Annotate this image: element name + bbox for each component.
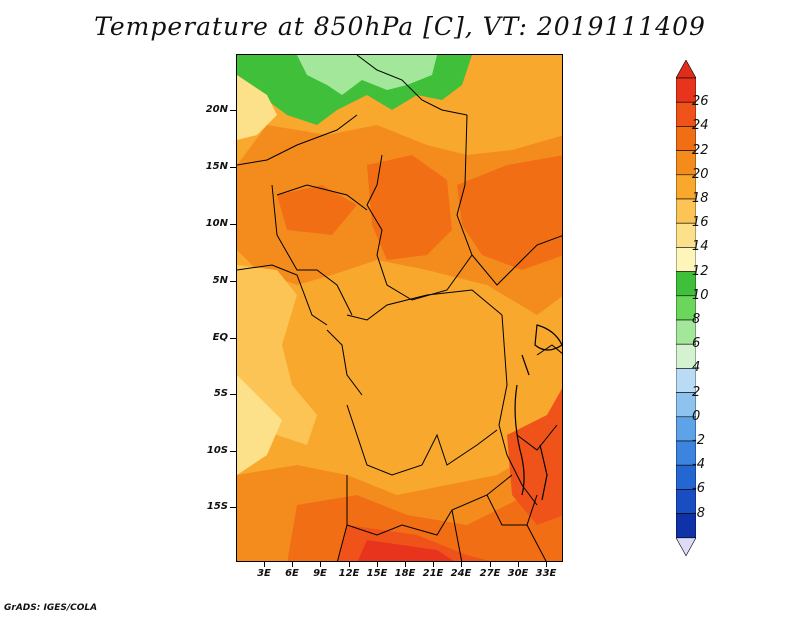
colorbar-label: 24: [692, 118, 709, 134]
lat-label: 5N: [212, 275, 228, 286]
colorbar-label: -4: [692, 457, 705, 473]
lon-label: 15E: [366, 568, 388, 579]
hot-region-mozambique: [507, 388, 562, 525]
colorbar-label: 14: [692, 239, 709, 255]
colorbar-label: 10: [692, 287, 709, 303]
lon-label: 18E: [394, 568, 416, 579]
lon-tick: [349, 562, 350, 567]
lon-label: 12E: [338, 568, 360, 579]
colorbar-label: 20: [692, 166, 709, 182]
colorbar-label: 6: [692, 336, 701, 352]
colorbar-label: -2: [692, 433, 705, 448]
lat-tick: [230, 507, 236, 508]
colorbar-label: 16: [692, 215, 709, 231]
lat-tick: [230, 451, 236, 452]
lat-label: 5S: [213, 388, 228, 399]
colorbar-label: 0: [692, 408, 701, 424]
colorbar-label: 12: [692, 263, 709, 279]
cool-region-north-inner: [297, 55, 437, 95]
mild-region-angola-coast: [237, 375, 282, 475]
colorbar-label: 18: [692, 191, 709, 206]
lon-tick: [405, 562, 406, 567]
lon-tick: [490, 562, 491, 567]
lon-tick: [518, 562, 519, 567]
map-canvas: [237, 55, 562, 561]
footer-credit: GrADS: IGES/COLA: [4, 603, 98, 613]
country-borders: [237, 55, 562, 561]
lon-label: 30E: [507, 568, 529, 579]
congo-basin: [342, 285, 507, 455]
lat-label: 10N: [205, 218, 228, 229]
hot-region-sudan: [457, 155, 562, 270]
hot-region-chad: [367, 155, 452, 260]
hot-region-nigeria: [277, 185, 357, 235]
lon-tick: [546, 562, 547, 567]
colorbar-label: -6: [692, 481, 705, 497]
lon-tick: [292, 562, 293, 567]
lon-label: 9E: [313, 568, 327, 579]
lon-label: 27E: [479, 568, 501, 579]
lon-label: 6E: [285, 568, 299, 579]
lon-tick: [433, 562, 434, 567]
lon-label: 3E: [257, 568, 271, 579]
colorbar: [676, 60, 696, 557]
mild-region-northwest: [237, 75, 277, 140]
lat-label: 15S: [206, 501, 228, 512]
colorbar-label: 8: [692, 312, 701, 327]
lon-tick: [264, 562, 265, 567]
lon-label: 33E: [535, 568, 557, 579]
temperature-map: [236, 54, 563, 562]
lon-label: 21E: [422, 568, 444, 579]
colorbar-label: 4: [692, 360, 701, 376]
lat-label: EQ: [212, 332, 228, 343]
lon-tick: [320, 562, 321, 567]
lat-label: 15N: [205, 161, 228, 172]
lat-label: 20N: [205, 104, 228, 115]
lat-tick: [230, 224, 236, 225]
lat-tick: [230, 281, 236, 282]
lon-label: 24E: [450, 568, 472, 579]
warm-region-northeast: [462, 55, 562, 115]
map-title: Temperature at 850hPa [C], VT: 201911140…: [94, 12, 706, 41]
colorbar-bottom-arrow: [676, 537, 696, 557]
hottest-core: [357, 540, 454, 561]
colorbar-top-arrow: [676, 60, 696, 79]
lat-tick: [230, 394, 236, 395]
colorbar-label: 22: [692, 142, 709, 158]
colorbar-label: 26: [692, 94, 709, 110]
lat-tick: [230, 110, 236, 111]
lat-label: 10S: [206, 445, 228, 456]
lon-tick: [377, 562, 378, 567]
colorbar-label: 2: [692, 384, 701, 400]
lat-tick: [230, 167, 236, 168]
lat-tick: [230, 338, 236, 339]
lon-tick: [461, 562, 462, 567]
colorbar-label: -8: [692, 505, 705, 521]
lake-outlines: [514, 324, 562, 501]
